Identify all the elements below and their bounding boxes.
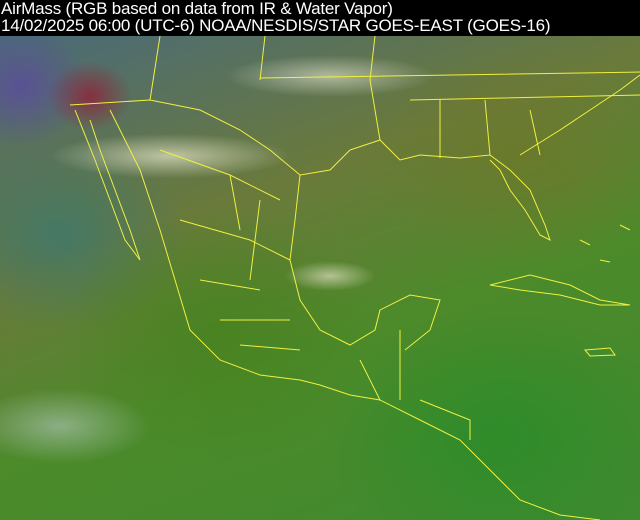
image-caption: AirMass (RGB based on data from IR & Wat… [0, 0, 640, 36]
mexico-gulf-coast [289, 174, 441, 351]
political-borders-overlay [69, 36, 640, 520]
mexico-state-lines [159, 149, 301, 351]
central-america [319, 330, 601, 520]
caption-timestamp-source: 14/02/2025 06:00 (UTC-6) NOAA/NESDIS/STA… [1, 16, 551, 35]
jamaica [583, 347, 616, 357]
baja-california [74, 109, 141, 261]
cuba [489, 274, 631, 306]
us-east-coast [519, 74, 640, 156]
caption-title: AirMass (RGB based on data from IR & Wat… [1, 0, 393, 18]
mexico-pacific-coast [109, 109, 321, 386]
us-mexico-border [69, 99, 351, 176]
us-state-lines [149, 36, 640, 158]
bahamas [579, 224, 631, 263]
satellite-image [0, 36, 640, 520]
us-gulf-coast [349, 139, 551, 241]
